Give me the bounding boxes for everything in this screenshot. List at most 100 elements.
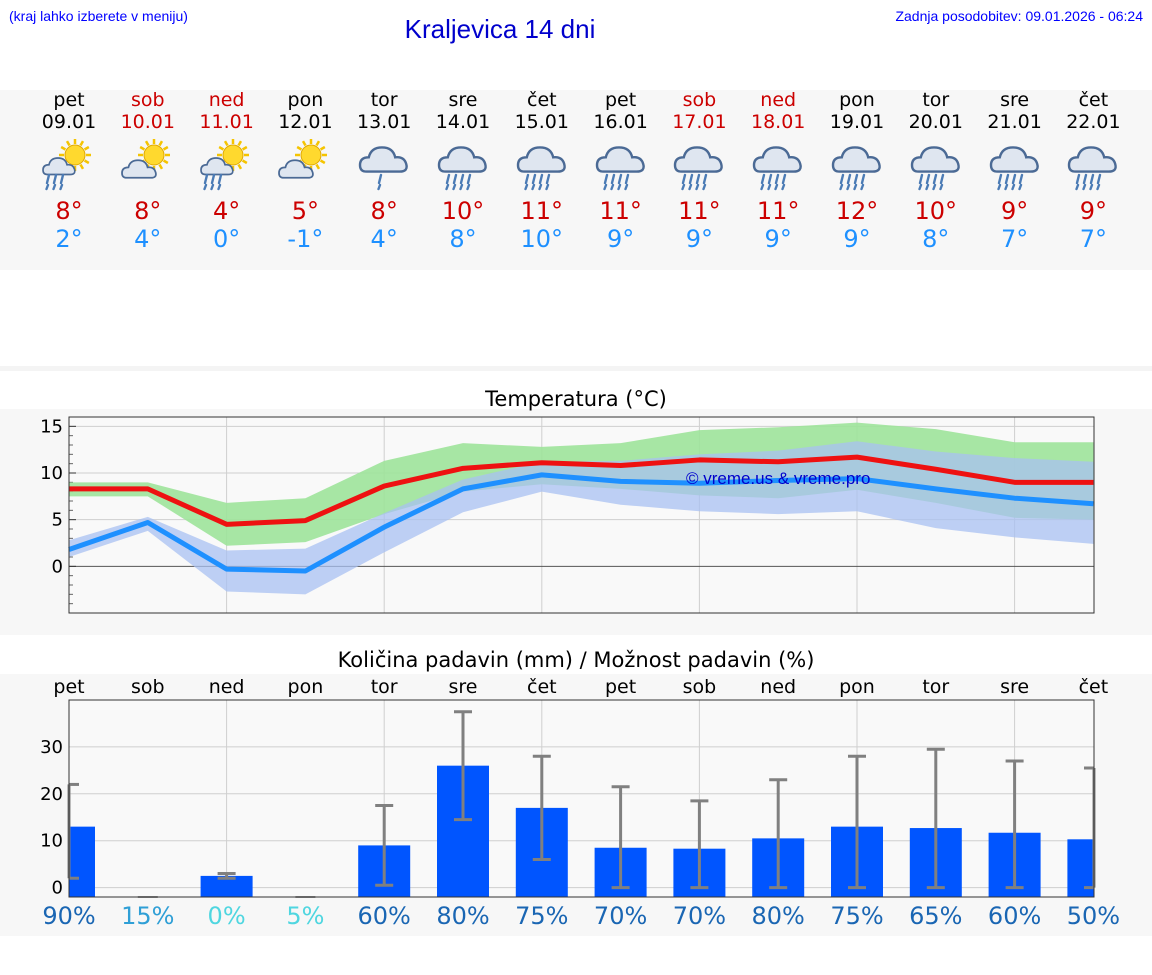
- precipitation-probability: 5%: [286, 902, 325, 930]
- day-column: pet 16.01 11° 9°: [581, 89, 661, 254]
- day-date: 15.01: [514, 111, 569, 133]
- cloud-rain-icon: [906, 135, 966, 197]
- day-date: 13.01: [356, 111, 412, 133]
- day-column: tor 13.01 8° 4°: [344, 89, 424, 254]
- x-tick-label: sob: [131, 676, 165, 698]
- max-temperature: 8°: [134, 197, 162, 225]
- max-temperature: 10°: [441, 197, 485, 225]
- sun-cloud-rain-icon: [39, 135, 99, 197]
- day-column: pet 09.01 8° 2°: [29, 89, 109, 254]
- cloud-rain-icon: [591, 135, 651, 197]
- day-date: 11.01: [199, 111, 254, 133]
- page-title: Kraljevica 14 dni: [404, 14, 596, 44]
- x-tick-label: čet: [527, 676, 557, 698]
- precipitation-probability: 70%: [593, 902, 648, 930]
- day-column: pon 19.01 12° 9°: [817, 90, 897, 254]
- day-date: 12.01: [278, 111, 333, 133]
- day-name: sre: [448, 89, 478, 111]
- precipitation-probability: 15%: [121, 902, 175, 930]
- forecast-strip: [0, 90, 1152, 270]
- x-tick-label: pon: [287, 676, 324, 698]
- max-temperature: 10°: [914, 197, 958, 225]
- x-tick-label: pet: [604, 676, 637, 698]
- min-temperature: 9°: [764, 225, 792, 253]
- precipitation-probability: 90%: [42, 902, 96, 930]
- max-temperature: 8°: [55, 197, 83, 225]
- day-column: sob 10.01 8° 4°: [108, 89, 188, 254]
- day-date: 19.01: [829, 111, 885, 133]
- day-name: pet: [53, 89, 85, 111]
- day-column: tor 20.01 10° 8°: [896, 89, 976, 254]
- max-temperature: 11°: [520, 197, 564, 225]
- y-tick-label: 20: [40, 784, 63, 805]
- y-tick-label: 15: [40, 416, 63, 437]
- last-update: Zadnja posodobitev: 09.01.2026 - 06:24: [895, 8, 1143, 24]
- x-tick-label: sre: [448, 676, 478, 698]
- sun-cloud-icon: [275, 135, 335, 197]
- min-temperature: 9°: [685, 225, 714, 253]
- sun-cloud-icon: [118, 135, 178, 197]
- cloud-rain-icon: [433, 135, 493, 197]
- day-column: čet 22.01 9° 7°: [1053, 89, 1133, 254]
- cloud-rain-icon: [1063, 135, 1123, 197]
- day-name: sob: [131, 89, 165, 111]
- divider: [0, 366, 1152, 371]
- precipitation-probability: 60%: [357, 902, 411, 930]
- day-date: 10.01: [120, 111, 175, 133]
- min-temperature: 10°: [520, 225, 564, 253]
- x-tick-label: tor: [922, 676, 950, 698]
- day-name: ned: [208, 89, 245, 111]
- precipitation-probability: 70%: [672, 902, 727, 930]
- day-date: 22.01: [1066, 111, 1121, 133]
- day-name: čet: [527, 89, 557, 111]
- day-date: 20.01: [908, 111, 963, 133]
- day-name: tor: [370, 89, 398, 111]
- day-date: 09.01: [41, 111, 97, 133]
- min-temperature: 7°: [1079, 225, 1108, 253]
- day-name: ned: [760, 89, 797, 111]
- cloud-light-rain-icon: [354, 135, 414, 197]
- min-temperature: 8°: [449, 225, 477, 253]
- day-name: čet: [1078, 89, 1109, 111]
- x-tick-label: sob: [682, 676, 717, 698]
- precipitation-probability: 60%: [987, 902, 1042, 930]
- day-column: sob 17.01 11° 9°: [659, 90, 739, 254]
- temperature-plot-frame: [68, 416, 1095, 614]
- cloud-rain-icon: [985, 135, 1045, 197]
- day-column: sre 21.01 9° 7°: [975, 89, 1055, 254]
- precipitation-probability: 80%: [436, 902, 490, 930]
- min-temperature: 4°: [370, 225, 398, 253]
- y-tick-label: 5: [52, 510, 63, 531]
- min-temperature: 7°: [1000, 225, 1029, 253]
- day-column: pon 12.01 5° -1°: [265, 90, 345, 254]
- min-temperature-line: [68, 472, 1094, 574]
- day-date: 18.01: [750, 111, 806, 133]
- copyright-annotation: © vreme.us & vreme.pro: [686, 469, 870, 488]
- y-tick-label: 0: [52, 878, 63, 899]
- precipitation-probability: 75%: [830, 902, 884, 930]
- precipitation-bar: [69, 826, 95, 897]
- max-temperature: 8°: [370, 197, 398, 225]
- day-date: 14.01: [435, 111, 491, 133]
- precipitation-probability: 65%: [909, 902, 963, 930]
- max-temperature: 11°: [678, 197, 721, 225]
- cloud-rain-icon: [669, 135, 729, 197]
- max-temperature: 9°: [1000, 197, 1029, 225]
- sun-cloud-rain-icon: [197, 135, 257, 197]
- precipitation-bar: [200, 875, 253, 897]
- precipitation-chart-title: Količina padavin (mm) / Možnost padavin …: [337, 648, 815, 672]
- day-name: sre: [1000, 89, 1030, 111]
- min-temperature: 2°: [55, 225, 83, 253]
- min-temperature: -1°: [287, 225, 324, 253]
- day-name: pet: [604, 89, 637, 111]
- temperature-chart-title: Temperatura (°C): [485, 387, 667, 411]
- day-name: tor: [922, 89, 950, 111]
- cloud-rain-icon: [512, 135, 572, 197]
- day-date: 21.01: [987, 111, 1042, 133]
- min-temperature: 8°: [922, 225, 950, 253]
- cloud-rain-icon: [748, 135, 808, 197]
- cloud-rain-icon: [827, 135, 887, 197]
- x-tick-label: tor: [370, 676, 398, 698]
- x-tick-label: pet: [53, 676, 85, 698]
- max-temperature: 11°: [599, 197, 642, 225]
